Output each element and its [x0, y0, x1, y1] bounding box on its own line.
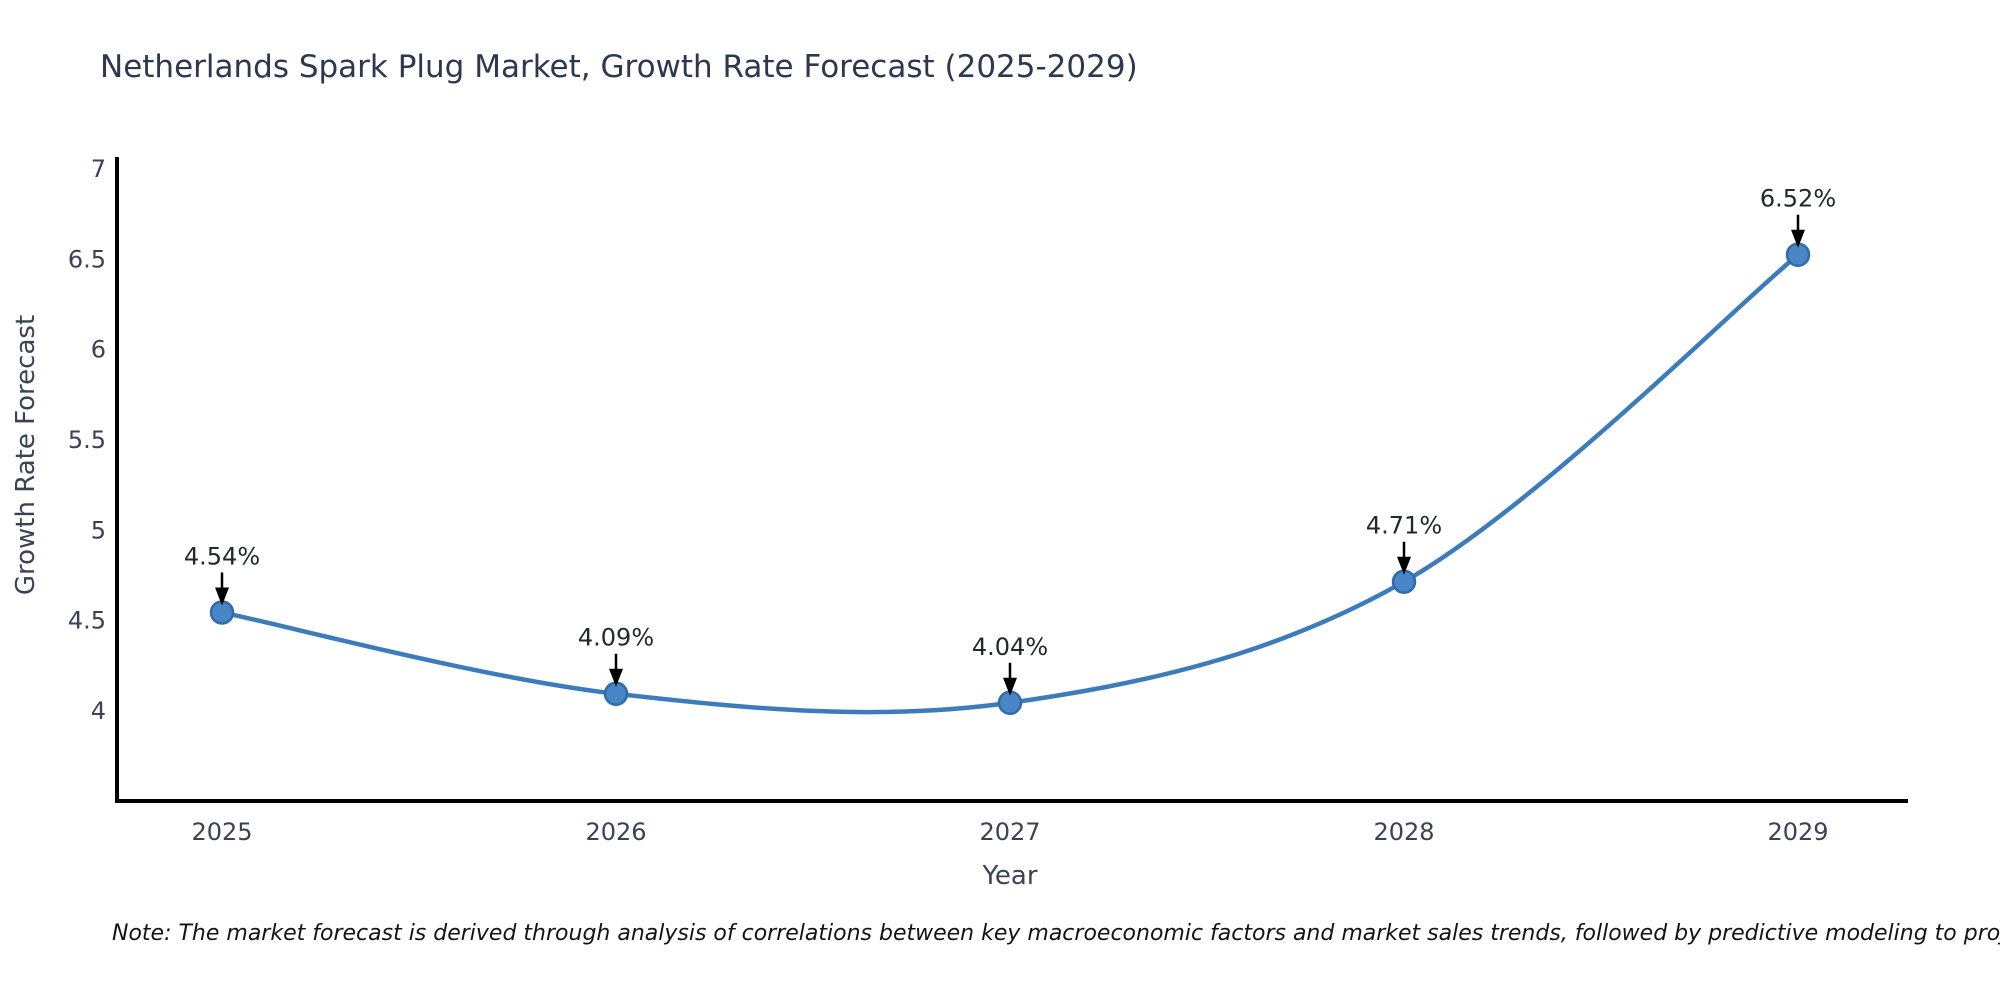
x-axis-title: Year: [981, 861, 1037, 891]
point-value-label: 4.09%: [578, 624, 654, 652]
x-tick-label: 2029: [1767, 818, 1828, 846]
y-tick-label: 4.5: [68, 607, 106, 635]
x-tick-label: 2025: [191, 818, 252, 846]
annotation-arrow-head: [215, 587, 229, 606]
point-annotations: 4.54% 4.09% 4.04% 4.71% 6.52%: [184, 185, 1836, 696]
chart-title: Netherlands Spark Plug Market, Growth Ra…: [100, 49, 1138, 85]
point-value-label: 4.71%: [1366, 512, 1442, 540]
y-tick-label: 5.5: [68, 426, 106, 454]
y-tick-label: 4: [91, 697, 106, 725]
footnote: Note: The market forecast is derived thr…: [112, 921, 2000, 946]
point-value-label: 4.04%: [972, 633, 1048, 661]
point-value-label: 6.52%: [1760, 185, 1836, 213]
annotation-arrow-head: [1397, 556, 1411, 575]
annotation-arrow-head: [609, 668, 623, 687]
y-axis-title: Growth Rate Forecast: [11, 315, 41, 595]
y-tick-labels: 4 4.5 5 5.5 6 6.5 7: [68, 155, 106, 725]
point-value-label: 4.54%: [184, 542, 260, 570]
annotation-arrow-head: [1791, 229, 1805, 248]
y-tick-label: 6: [91, 336, 106, 364]
x-tick-labels: 2025 2026 2027 2028 2029: [191, 818, 1828, 846]
y-tick-label: 7: [91, 155, 106, 183]
x-tick-label: 2027: [979, 818, 1040, 846]
x-tick-label: 2026: [585, 818, 646, 846]
x-tick-label: 2028: [1373, 818, 1434, 846]
y-tick-label: 5: [91, 516, 106, 544]
y-tick-label: 6.5: [68, 245, 106, 273]
annotation-arrow-head: [1003, 677, 1017, 696]
